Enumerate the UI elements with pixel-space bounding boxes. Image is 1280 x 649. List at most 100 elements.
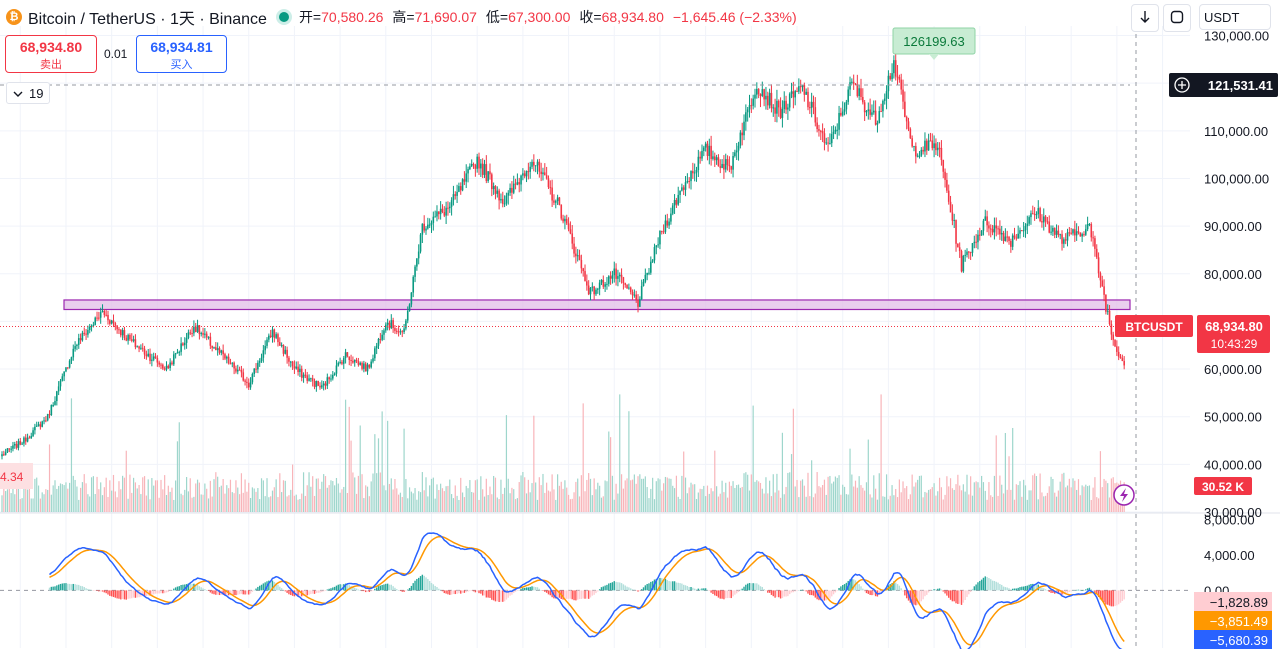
volume-bar	[684, 477, 687, 512]
macd-histogram-bar	[1044, 589, 1047, 591]
volume-bar	[344, 399, 347, 512]
candle-body	[101, 311, 104, 313]
candle-body	[739, 132, 742, 146]
macd-histogram-bar	[1085, 589, 1087, 591]
candle-body	[790, 91, 793, 94]
candle-body	[951, 212, 954, 221]
macd-histogram-bar	[434, 585, 436, 591]
volume-bar	[920, 475, 922, 512]
scroll-to-latest-button[interactable]	[1131, 4, 1159, 32]
volume-bar	[847, 494, 849, 512]
volume-bar	[1074, 480, 1076, 512]
macd-histogram-bar	[816, 590, 818, 600]
volume-bar	[368, 496, 370, 512]
candle-body	[631, 291, 634, 296]
macd-histogram-bar	[803, 590, 806, 591]
macd-histogram-bar	[63, 583, 65, 591]
indicators-toggle[interactable]: 19	[6, 82, 51, 104]
volume-bar	[1066, 485, 1069, 512]
macd-histogram-bar	[911, 590, 913, 605]
volume-bar	[143, 476, 146, 512]
candle-body	[125, 337, 128, 341]
macd-histogram-bar	[156, 590, 159, 594]
candle-body	[395, 330, 398, 332]
volume-bar	[639, 474, 641, 512]
volume-bar	[686, 493, 688, 512]
macd-histogram-bar	[438, 588, 440, 591]
candle-body	[1068, 232, 1071, 234]
candle-body	[558, 197, 561, 205]
macd-histogram-bar	[68, 583, 71, 591]
volume-bar	[460, 477, 462, 512]
macd-histogram-bar	[460, 590, 462, 594]
candle-body	[198, 325, 201, 335]
macd-histogram-bar	[299, 590, 301, 596]
volume-bar	[176, 441, 179, 512]
volume-bar	[286, 496, 288, 512]
macd-histogram-bar	[399, 590, 402, 592]
symbol-title[interactable]: Bitcoin / TetherUS · 1天 · Binance	[28, 11, 267, 28]
volume-bar	[127, 498, 129, 512]
volume-bar	[838, 475, 840, 512]
candle-body	[880, 111, 882, 113]
volume-bar	[966, 474, 968, 512]
sell-button[interactable]: 68,934.80 卖出	[5, 35, 97, 73]
candle-body	[1119, 356, 1122, 359]
candle-body	[183, 342, 186, 346]
buy-button[interactable]: 68,934.81 买入	[136, 35, 227, 73]
macd-histogram-bar	[110, 590, 113, 597]
macd-histogram-bar	[105, 590, 107, 594]
candle-body	[883, 98, 886, 101]
macd-histogram-bar	[355, 588, 358, 591]
candle-body	[982, 220, 985, 231]
volume-bar	[845, 494, 847, 512]
macd-histogram-bar	[893, 581, 895, 591]
candle-body	[430, 222, 433, 225]
macd-histogram-bar	[549, 590, 551, 596]
volume-bar	[341, 489, 343, 512]
macd-histogram-bar	[898, 585, 901, 591]
candle-body	[560, 204, 563, 219]
candle-body	[180, 343, 182, 352]
price-tick-label: 130,000.00	[1204, 29, 1269, 44]
macd-histogram-bar	[810, 590, 813, 596]
candle-body	[849, 82, 851, 90]
candle-body	[986, 216, 988, 226]
candle-body	[332, 374, 334, 379]
candle-body	[832, 131, 835, 134]
candle-body	[107, 314, 109, 321]
candle-body	[675, 199, 678, 205]
candle-body	[1048, 221, 1051, 233]
macd-histogram-bar	[852, 579, 855, 591]
macd-histogram-bar	[1011, 588, 1014, 591]
macd-histogram-bar	[503, 590, 506, 602]
candle-body	[247, 382, 250, 388]
volume-bar	[1097, 498, 1100, 512]
currency-select[interactable]: USDT	[1199, 4, 1271, 30]
volume-bar	[1034, 473, 1036, 512]
volume-bar	[414, 488, 416, 512]
volume-bar	[279, 473, 281, 512]
macd-histogram-bar	[973, 586, 976, 591]
candle-body	[763, 89, 765, 100]
candle-body	[171, 362, 173, 365]
macd-histogram-bar	[65, 583, 67, 591]
volume-bar	[924, 491, 926, 512]
candle-body	[1086, 224, 1089, 230]
volume-bar	[631, 479, 634, 512]
volume-bar	[461, 492, 464, 512]
volume-bar	[513, 489, 515, 512]
macd-histogram-bar	[865, 590, 868, 594]
lightning-button[interactable]	[1113, 484, 1135, 506]
fullscreen-button[interactable]	[1163, 4, 1191, 32]
candle-body	[279, 342, 281, 346]
volume-bar	[706, 485, 709, 512]
candle-body	[1061, 234, 1063, 244]
macd-histogram-bar	[222, 590, 224, 595]
macd-histogram-bar	[264, 582, 266, 591]
candle-body	[593, 286, 595, 295]
macd-histogram-bar	[348, 585, 350, 591]
macd-histogram-bar	[275, 582, 277, 591]
